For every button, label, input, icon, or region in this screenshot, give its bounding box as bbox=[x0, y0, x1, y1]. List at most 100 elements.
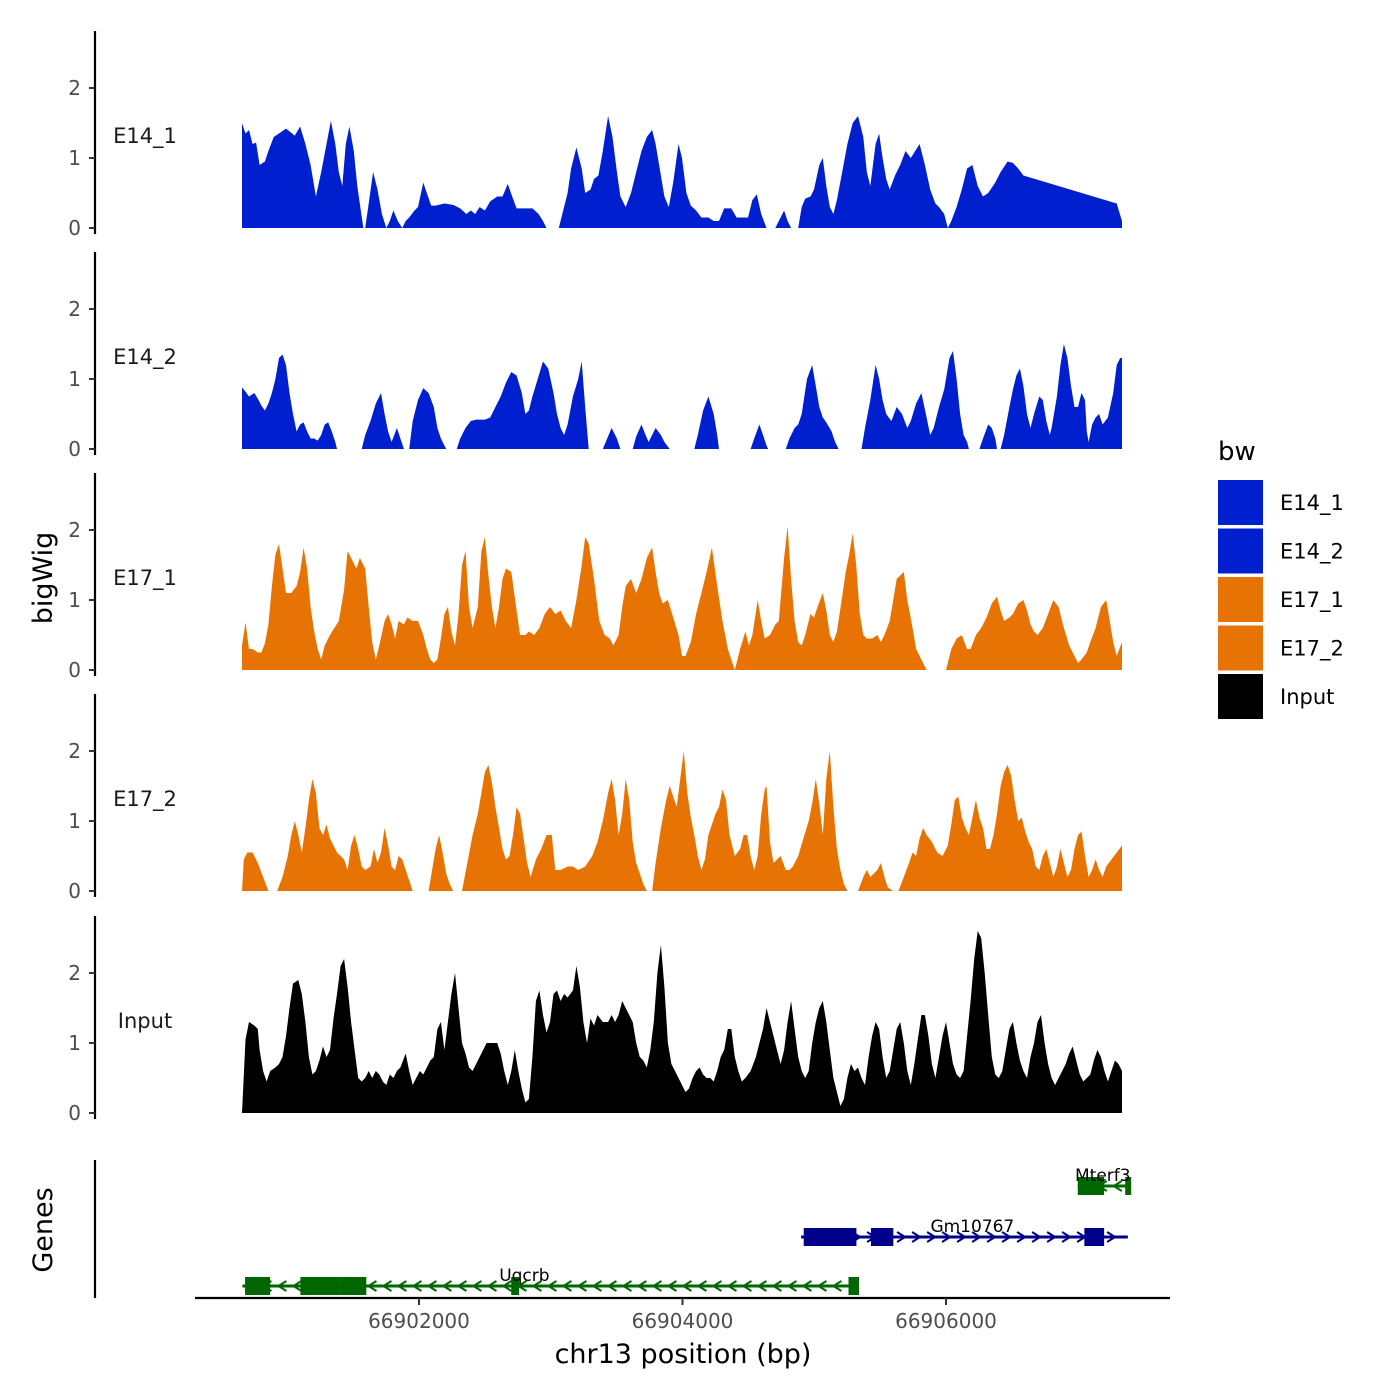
strand-arrow bbox=[1061, 1231, 1072, 1243]
coverage-area-E14_1 bbox=[242, 116, 1122, 228]
strand-arrow bbox=[666, 1280, 677, 1292]
y-tick-label: 0 bbox=[68, 1101, 81, 1125]
exon bbox=[245, 1277, 271, 1295]
exon bbox=[848, 1277, 860, 1295]
strand-arrow bbox=[786, 1280, 797, 1292]
legend-swatch-E14_2 bbox=[1218, 528, 1263, 574]
legend-label-E17_1: E17_1 bbox=[1280, 588, 1344, 613]
strand-arrow bbox=[986, 1231, 997, 1243]
strand-arrow bbox=[756, 1280, 767, 1292]
legend-swatch-E14_1 bbox=[1218, 480, 1263, 525]
coverage-area-Input bbox=[242, 931, 1122, 1113]
coverage-area-E17_1 bbox=[242, 526, 1122, 670]
strand-arrow bbox=[801, 1280, 812, 1292]
strand-arrow bbox=[561, 1280, 572, 1292]
gene-label: Mterf3 bbox=[1075, 1166, 1131, 1186]
gene-Gm10767: Gm10767 bbox=[801, 1217, 1128, 1246]
strand-arrow bbox=[956, 1231, 967, 1243]
exon bbox=[300, 1277, 340, 1295]
genes-axis-title: Genes bbox=[28, 1187, 59, 1272]
strand-arrow bbox=[1046, 1231, 1057, 1243]
y-tick-label: 1 bbox=[68, 809, 81, 833]
x-tick-label: 66902000 bbox=[368, 1309, 470, 1333]
legend-swatch-E17_2 bbox=[1218, 625, 1263, 671]
strand-arrow bbox=[711, 1280, 722, 1292]
strand-arrow bbox=[531, 1280, 542, 1292]
y-tick-label: 2 bbox=[68, 739, 81, 763]
x-tick-label: 66904000 bbox=[632, 1309, 734, 1333]
y-tick-label: 1 bbox=[68, 1031, 81, 1055]
exon bbox=[1084, 1228, 1105, 1246]
gene-Mterf3: Mterf3 bbox=[1075, 1166, 1132, 1195]
legend-label-E17_2: E17_2 bbox=[1280, 637, 1344, 662]
x-axis: 66902000 66904000 66906000 bbox=[195, 1296, 1170, 1333]
y-tick-label: 1 bbox=[68, 146, 81, 170]
exon bbox=[511, 1277, 520, 1295]
y-tick-label: 0 bbox=[68, 437, 81, 461]
track-panel-E17_1: 0 1 2 E17_1 bbox=[68, 473, 1122, 682]
strand-arrow bbox=[681, 1280, 692, 1292]
y-tick-label: 2 bbox=[68, 518, 81, 542]
strand-arrow bbox=[366, 1280, 377, 1292]
gene-label: Gm10767 bbox=[930, 1217, 1014, 1237]
legend-label-Input: Input bbox=[1280, 685, 1334, 709]
strand-arrow bbox=[591, 1280, 602, 1292]
coverage-area-E14_2 bbox=[242, 344, 1122, 449]
track-label-E17_2: E17_2 bbox=[113, 787, 177, 812]
gene-Uqcrb: Uqcrb bbox=[242, 1266, 860, 1295]
strand-arrow bbox=[471, 1280, 482, 1292]
track-label-E17_1: E17_1 bbox=[113, 566, 177, 591]
legend-swatch-Input bbox=[1218, 674, 1263, 719]
y-tick-label: 0 bbox=[68, 658, 81, 682]
strand-arrow bbox=[696, 1280, 707, 1292]
strand-arrow bbox=[741, 1280, 752, 1292]
x-tick-label: 66906000 bbox=[895, 1309, 997, 1333]
strand-arrow bbox=[926, 1231, 937, 1243]
strand-arrow bbox=[411, 1280, 422, 1292]
legend-label-E14_1: E14_1 bbox=[1280, 491, 1344, 516]
genes-track: Mterf3 Gm10767 Uqcrb bbox=[93, 1160, 1132, 1298]
strand-arrow bbox=[771, 1280, 782, 1292]
x-axis-title: chr13 position (bp) bbox=[555, 1339, 812, 1370]
track-panel-Input: 0 1 2 Input bbox=[68, 916, 1122, 1125]
legend-title: bw bbox=[1218, 437, 1256, 467]
strand-arrow bbox=[1031, 1231, 1042, 1243]
strand-arrow bbox=[896, 1231, 907, 1243]
exon bbox=[870, 1228, 894, 1246]
strand-arrow bbox=[486, 1280, 497, 1292]
strand-arrow bbox=[816, 1280, 827, 1292]
legend: bw E14_1 E14_2 E17_1 E17_2 Input bbox=[1218, 437, 1344, 719]
strand-arrow bbox=[276, 1280, 287, 1292]
exon bbox=[1077, 1177, 1105, 1195]
strand-arrow bbox=[1106, 1231, 1117, 1243]
exon bbox=[339, 1277, 367, 1295]
strand-arrow bbox=[381, 1280, 392, 1292]
strand-arrow bbox=[636, 1280, 647, 1292]
legend-swatch-E17_1 bbox=[1218, 577, 1263, 622]
gene-label: Uqcrb bbox=[499, 1266, 549, 1286]
y-tick-label: 1 bbox=[68, 588, 81, 612]
exon bbox=[803, 1228, 857, 1246]
strand-arrow bbox=[456, 1280, 467, 1292]
y-tick-label: 2 bbox=[68, 297, 81, 321]
strand-arrow bbox=[546, 1280, 557, 1292]
y-tick-label: 1 bbox=[68, 367, 81, 391]
strand-arrow bbox=[1111, 1180, 1123, 1192]
strand-arrow bbox=[396, 1280, 407, 1292]
track-label-E14_2: E14_2 bbox=[113, 345, 177, 370]
strand-arrow bbox=[941, 1231, 952, 1243]
y-tick-label: 2 bbox=[68, 76, 81, 100]
exon bbox=[1125, 1177, 1132, 1195]
y-tick-label: 0 bbox=[68, 879, 81, 903]
track-panel-E17_2: 0 1 2 E17_2 bbox=[68, 694, 1122, 903]
strand-arrow bbox=[606, 1280, 617, 1292]
strand-arrow bbox=[911, 1231, 922, 1243]
track-panel-E14_1: 0 1 2 E14_1 bbox=[68, 31, 1122, 240]
legend-label-E14_2: E14_2 bbox=[1280, 540, 1344, 565]
strand-arrow bbox=[291, 1280, 302, 1292]
track-label-E14_1: E14_1 bbox=[113, 124, 177, 149]
strand-arrow bbox=[1001, 1231, 1012, 1243]
coverage-tracks: 0 1 2 E14_1 0 1 2 E14_2 0 1 2 E17_1 0 1 2 E17_2 0 1 2 Input bbox=[68, 31, 1122, 1125]
strand-arrow bbox=[501, 1280, 512, 1292]
